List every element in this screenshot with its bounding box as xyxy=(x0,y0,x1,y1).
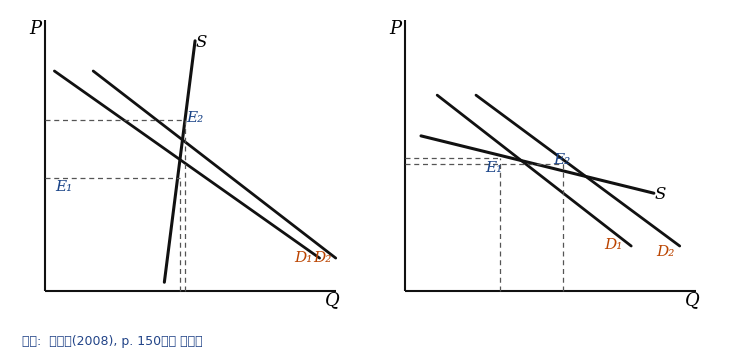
Text: E₁: E₁ xyxy=(55,180,73,194)
Text: D₁: D₁ xyxy=(294,251,312,265)
Text: D₂: D₂ xyxy=(314,251,332,265)
Text: 자료:  송준혁(2008), p. 150에서 재인용: 자료: 송준혁(2008), p. 150에서 재인용 xyxy=(22,335,203,348)
Text: Q: Q xyxy=(685,291,700,309)
Text: E₂: E₂ xyxy=(553,153,570,167)
Text: E₁: E₁ xyxy=(485,161,503,175)
Text: D₂: D₂ xyxy=(656,245,674,259)
Text: Q: Q xyxy=(325,291,340,309)
Text: P: P xyxy=(389,20,401,38)
Text: E₂: E₂ xyxy=(187,111,204,125)
Text: S: S xyxy=(655,186,666,203)
Text: S: S xyxy=(196,34,207,51)
Text: P: P xyxy=(29,20,41,38)
Text: D₁: D₁ xyxy=(604,237,623,251)
